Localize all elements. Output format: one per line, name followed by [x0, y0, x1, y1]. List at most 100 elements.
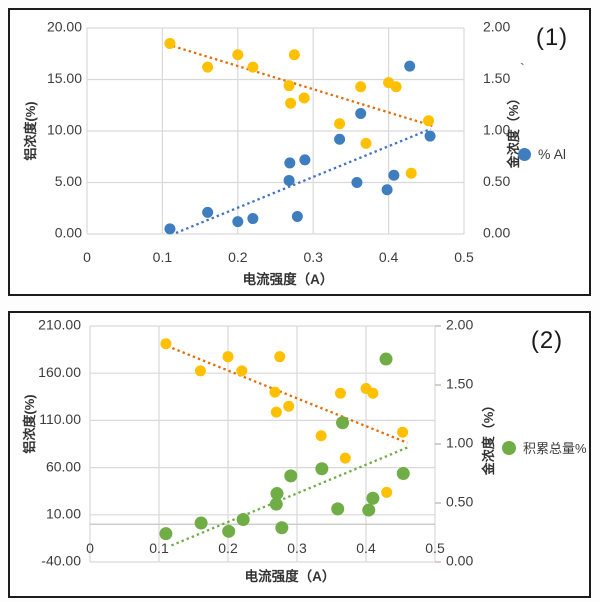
gold-concentration-point: [315, 430, 327, 442]
y-left-tick-label: 20.00: [47, 19, 82, 35]
right-axis-title-2: 金浓度（%）: [481, 398, 496, 476]
panel-label-2: (2): [530, 327, 564, 354]
al-percent-point: [202, 206, 214, 218]
accumulated-total-point: [396, 467, 410, 480]
left-axis-title-2: 铝浓度(%): [22, 394, 37, 454]
gold-concentration-point: [405, 167, 417, 179]
x-tick-label: 0.3: [287, 540, 307, 556]
accumulated-total-point: [222, 524, 236, 538]
accumulated-total-point: [315, 462, 329, 476]
gold-concentration-point: [164, 37, 176, 49]
legend-marker-al-icon: [518, 147, 531, 161]
y-right-tick-label: 1.50: [483, 70, 510, 86]
gold-concentration-point: [285, 97, 297, 109]
chart1-canvas: 0.005.0010.0015.0020.000.000.501.001.502…: [47, 19, 511, 265]
gold-concentration-point: [288, 49, 300, 61]
y-right-tick-label: 1.00: [483, 122, 510, 138]
accumulated-total-point: [379, 352, 393, 366]
accumulated-total-point: [366, 491, 380, 505]
legend-1: % Al: [518, 146, 566, 162]
accumulated-total-point: [194, 516, 208, 530]
x-tick-label: 0.3: [303, 249, 323, 265]
x-axis-title-2: 电流强度（A）: [244, 569, 336, 584]
x-axis-title-1: 电流强度（A）: [242, 272, 334, 287]
gold-concentration-point: [367, 387, 379, 399]
y-right-tick-label: 1.00: [446, 435, 473, 451]
stray-mark: `: [520, 60, 525, 76]
al-percent-point: [284, 157, 296, 169]
gold-concentration-point: [269, 386, 281, 398]
gold-concentration-point: [160, 338, 172, 350]
legend-2: 积累总量%: [502, 438, 587, 457]
accumulated-total-point: [275, 521, 289, 535]
gold-trend-line: [166, 344, 408, 444]
gold-concentration-point: [360, 137, 372, 149]
gold-concentration-point: [247, 61, 259, 73]
x-tick-label: 0.1: [149, 540, 169, 556]
x-tick-label: 0.5: [425, 540, 445, 556]
accumulated-total-point: [236, 513, 250, 527]
gold-concentration-point: [397, 426, 409, 438]
gold-concentration-point: [270, 406, 282, 418]
y-right-tick-label: 0.00: [483, 225, 510, 241]
x-tick-label: 0.2: [218, 540, 238, 556]
al-percent-point: [291, 210, 303, 222]
al-percent-point: [424, 130, 436, 142]
al-percent-point: [299, 154, 311, 166]
legend-label-accum: 积累总量%: [523, 441, 587, 456]
accumulated-total-point: [284, 469, 298, 483]
y-left-tick-label: 110.00: [39, 411, 81, 427]
panel-label-1: (1): [535, 24, 569, 51]
accumulated-total-point: [331, 502, 345, 516]
gold-concentration-point: [355, 81, 367, 93]
accumulated-total-point: [269, 497, 283, 511]
right-axis-title-1: 金浓度（%）: [506, 91, 521, 169]
y-left-tick-label: 210.00: [38, 317, 81, 333]
gold-concentration-point: [381, 486, 393, 498]
y-right-tick-label: 0.50: [446, 494, 473, 510]
gold-concentration-point: [339, 452, 351, 464]
al-percent-point: [381, 184, 393, 196]
al-percent-point: [355, 107, 367, 119]
y-left-tick-label: 0.00: [55, 225, 82, 241]
gold-concentration-point: [232, 49, 244, 61]
gold-concentration-point: [423, 115, 435, 127]
y-right-tick-label: 2.00: [483, 19, 510, 35]
y-left-tick-label: 10.00: [47, 122, 82, 138]
y-right-tick-label: 0.00: [446, 553, 473, 569]
legend-label-al: % Al: [538, 146, 567, 162]
y-right-tick-label: 1.50: [446, 376, 473, 392]
left-axis-title-1: 铝浓度(%): [23, 101, 38, 161]
al-percent-point: [388, 169, 400, 181]
gold-concentration-point: [283, 400, 295, 412]
al-percent-point: [247, 213, 259, 225]
gold-concentration-point: [236, 365, 248, 377]
x-tick-label: 0: [86, 540, 94, 556]
accumulated-total-point: [159, 527, 173, 541]
gold-concentration-point: [194, 365, 206, 377]
x-tick-label: 0.1: [153, 249, 173, 265]
chart-panel-1: 0.00 5.00 10.00 15.00 20.00 0.00 0.50 1.00 1.50 2…: [8, 8, 591, 296]
gold-concentration-point: [283, 80, 295, 92]
x-tick-label: 0.2: [228, 249, 248, 265]
al-percent-point: [164, 223, 176, 235]
y-left-tick-label: 5.00: [55, 173, 82, 189]
y-right-tick-label: 0.50: [483, 173, 510, 189]
y-left-tick-label: -40.00: [41, 553, 81, 569]
x-tick-label: 0.5: [454, 249, 474, 265]
gold-concentration-point: [334, 387, 346, 399]
gold-concentration-point: [334, 118, 346, 130]
x-tick-label: 0.4: [356, 540, 376, 556]
y-left-tick-label: 160.00: [38, 364, 81, 380]
gold-concentration-point: [274, 351, 286, 363]
gold-concentration-point: [222, 351, 234, 363]
gold-concentration-point: [202, 61, 214, 73]
al-percent-point: [283, 174, 295, 186]
accumulated-total-point: [336, 416, 350, 430]
y-left-tick-label: 60.00: [46, 458, 81, 474]
legend-marker-accum-icon: [502, 440, 516, 455]
accum-trend-line: [170, 446, 408, 547]
y-left-tick-label: 10.00: [46, 506, 81, 522]
al-percent-point: [232, 216, 244, 228]
chart-panel-2: -40.00 10.00 60.00 110.00 160.00 210.00 0.00 0.…: [8, 311, 591, 598]
